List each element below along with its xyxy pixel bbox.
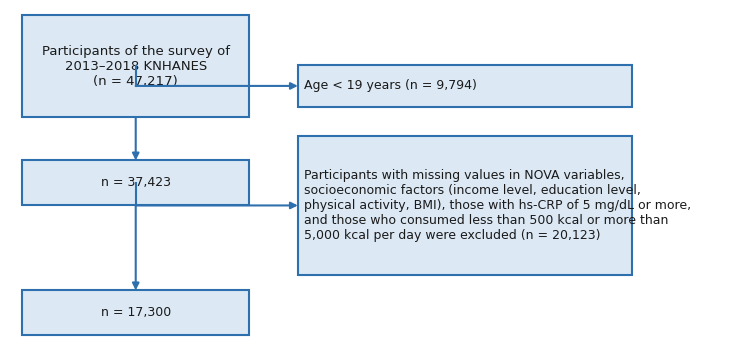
FancyBboxPatch shape <box>22 290 250 335</box>
FancyBboxPatch shape <box>22 161 250 206</box>
FancyBboxPatch shape <box>298 136 631 275</box>
FancyBboxPatch shape <box>298 65 631 107</box>
FancyBboxPatch shape <box>22 15 250 117</box>
Text: Participants with missing values in NOVA variables,
socioeconomic factors (incom: Participants with missing values in NOVA… <box>304 169 691 242</box>
Text: Participants of the survey of
2013–2018 KNHANES
(n = 47,217): Participants of the survey of 2013–2018 … <box>42 44 230 88</box>
Text: n = 17,300: n = 17,300 <box>101 306 171 319</box>
Text: Age < 19 years (n = 9,794): Age < 19 years (n = 9,794) <box>304 80 477 93</box>
Text: n = 37,423: n = 37,423 <box>101 176 171 189</box>
